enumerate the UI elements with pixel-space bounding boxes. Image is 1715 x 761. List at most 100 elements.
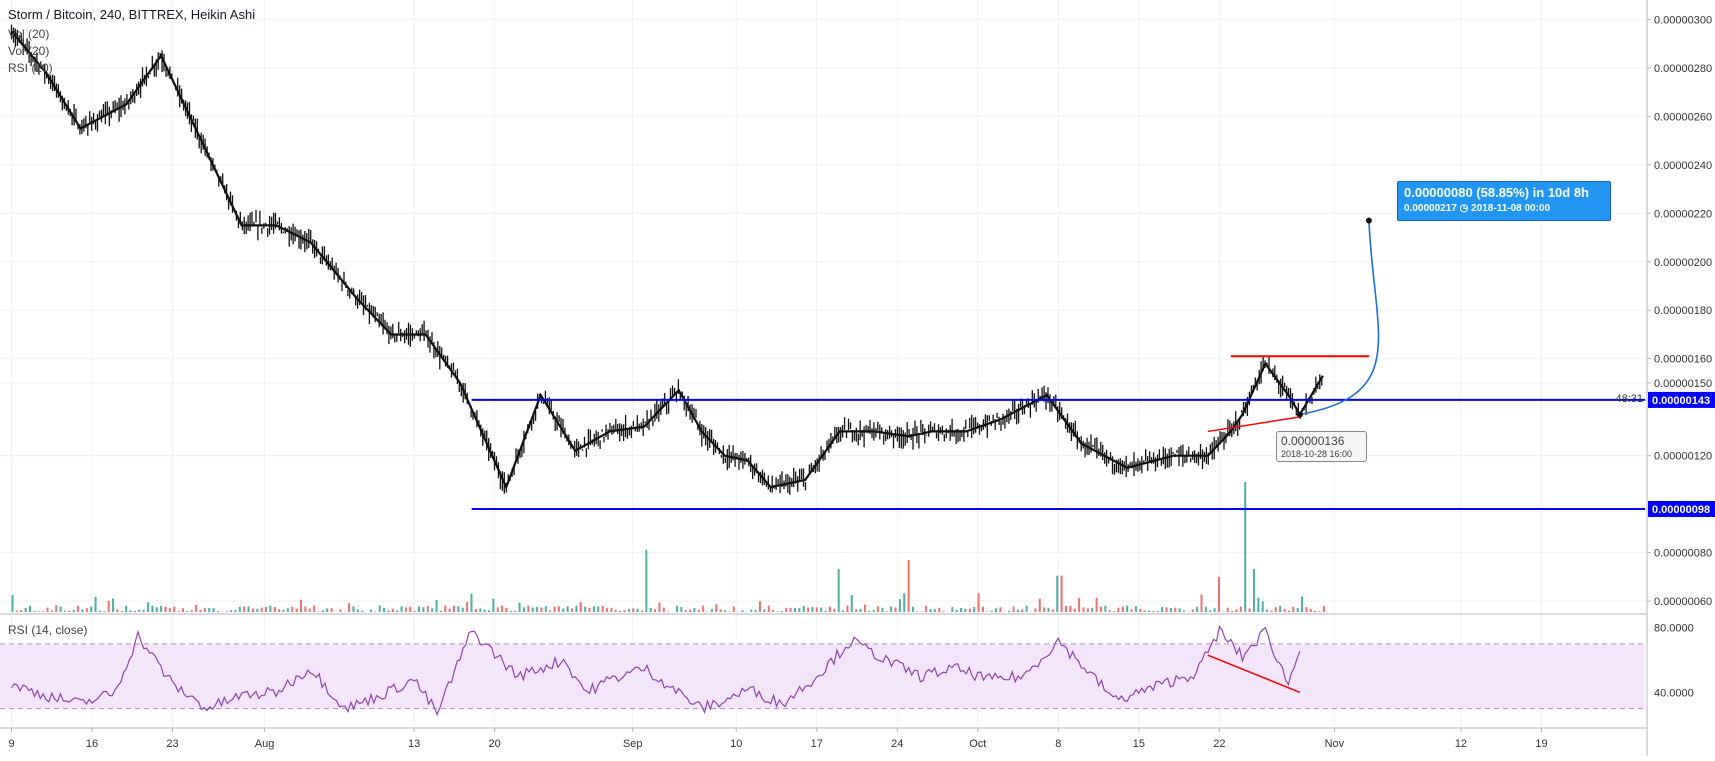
volume-bar <box>466 602 468 612</box>
volume-bar <box>811 607 813 612</box>
volume-bar <box>969 609 971 612</box>
volume-bar <box>90 607 92 612</box>
volume-bar <box>768 606 770 612</box>
volume-bar <box>274 607 276 612</box>
projection-label[interactable]: 0.00000080 (58.85%) in 10d 8h 0.00000217… <box>1397 181 1611 221</box>
volume-bar <box>16 611 18 612</box>
volume-bar <box>912 607 914 612</box>
volume-bar <box>99 611 101 612</box>
volume-bar <box>108 601 110 612</box>
volume-bar <box>392 609 394 612</box>
projection-start-dot <box>1297 411 1303 417</box>
volume-bar <box>606 608 608 612</box>
volume-bar <box>619 611 621 612</box>
volume-bar <box>296 609 298 612</box>
volume-bar <box>623 610 625 612</box>
volume-bar <box>536 607 538 612</box>
volume-bar <box>348 603 350 612</box>
volume-bar <box>1065 606 1067 612</box>
volume-bar <box>269 606 271 612</box>
volume-bar <box>239 607 241 612</box>
volume-bar <box>1183 611 1185 612</box>
price-tick-label: 0.00000160 <box>1654 354 1712 366</box>
volume-bar <box>1288 611 1290 612</box>
volume-bar <box>545 606 547 612</box>
volume-bar <box>1235 609 1237 612</box>
volume-bar <box>20 610 22 612</box>
volume-bar <box>379 606 381 612</box>
time-tick-label: Sep <box>623 738 643 750</box>
projection-target-dot <box>1366 218 1372 224</box>
price-tick-label: 0.00000260 <box>1654 111 1712 123</box>
volume-bar <box>580 602 582 612</box>
volume-bar <box>1061 576 1063 612</box>
chart-title: Storm / Bitcoin, 240, BITTREX, Heikin As… <box>8 7 255 22</box>
volume-bar <box>846 605 848 612</box>
volume-bar <box>829 607 831 612</box>
volume-bar <box>1131 609 1133 612</box>
volume-bar <box>1039 599 1041 612</box>
volume-bar <box>374 611 376 612</box>
volume-bar <box>77 606 79 612</box>
volume-bar <box>860 609 862 612</box>
volume-bar <box>890 607 892 612</box>
volume-bar <box>1231 611 1233 612</box>
volume-bar <box>1104 606 1106 612</box>
volume-bar <box>1301 597 1303 612</box>
volume-bar <box>361 611 363 612</box>
volume-bar <box>422 607 424 612</box>
time-tick-label: 13 <box>408 738 420 750</box>
volume-bar <box>554 607 556 612</box>
volume-bar <box>728 611 730 612</box>
rsi-pane <box>0 627 1645 715</box>
low-price-note[interactable]: 0.00000136 2018-10-28 16:00 <box>1276 431 1367 462</box>
volume-bar <box>352 606 354 612</box>
price-tick-label: 0.00000120 <box>1654 451 1712 463</box>
volume-bar <box>1292 607 1294 612</box>
time-tick-label: 9 <box>8 738 14 750</box>
volume-bar <box>73 610 75 612</box>
volume-bar <box>309 609 311 612</box>
volume-bar <box>1078 598 1080 612</box>
rsi-tick-label: 40.0000 <box>1654 687 1694 699</box>
volume-bar <box>431 608 433 612</box>
volume-bar <box>291 607 293 612</box>
volume-bar <box>842 611 844 612</box>
volume-bar <box>1087 608 1089 612</box>
volume-bar <box>864 605 866 612</box>
volume-bar <box>1013 607 1015 612</box>
volume-bar <box>418 606 420 612</box>
volume-bar <box>750 610 752 612</box>
volume-bar <box>1174 608 1176 612</box>
volume-bar <box>562 608 564 612</box>
volume-bar <box>667 611 669 612</box>
volume-bar <box>234 610 236 612</box>
volume-bar <box>650 608 652 612</box>
price-tick-label: 0.00000060 <box>1654 596 1712 608</box>
volume-bar <box>457 606 459 612</box>
volume-bar <box>252 608 254 612</box>
volume-bar <box>1192 609 1194 612</box>
volume-bar <box>12 595 14 612</box>
low-price-value: 0.00000136 <box>1281 434 1344 448</box>
volume-bar <box>42 611 44 612</box>
volume-bar <box>357 609 359 612</box>
volume-bar <box>1262 601 1264 612</box>
volume-bar <box>1257 598 1259 612</box>
volume-bar <box>208 608 210 612</box>
volume-bar <box>991 611 993 612</box>
volume-bar <box>1122 607 1124 612</box>
volume-bar <box>929 609 931 612</box>
volume-bar <box>772 610 774 612</box>
volume-bar <box>29 606 31 612</box>
volume-bar <box>925 606 927 612</box>
volume-bar <box>370 610 372 612</box>
grid <box>0 0 1645 728</box>
time-tick-label: 8 <box>1055 738 1061 750</box>
volume-bar <box>1074 609 1076 612</box>
volume-bar <box>213 608 215 612</box>
volume-bar <box>964 609 966 612</box>
volume-bar <box>243 606 245 612</box>
